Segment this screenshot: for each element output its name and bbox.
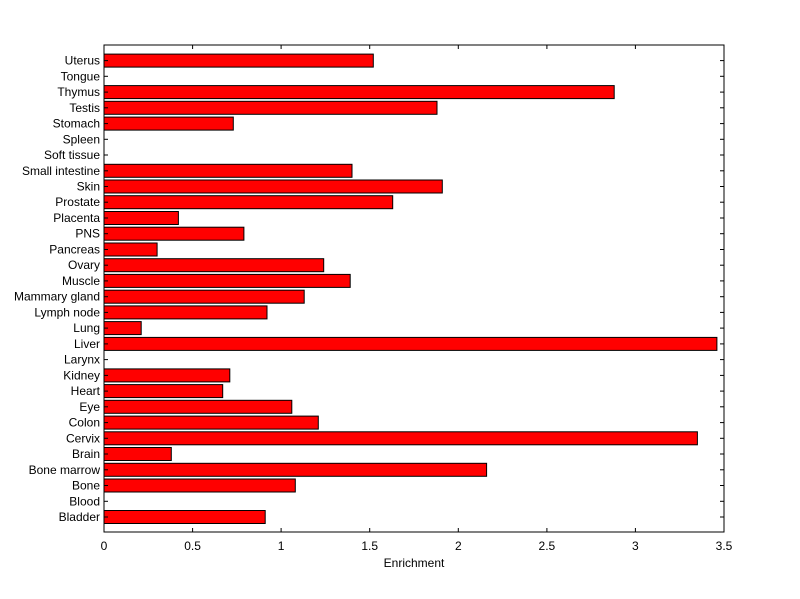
x-tick-label: 2.5 xyxy=(539,539,556,553)
y-tick-label: Eye xyxy=(79,400,100,414)
y-tick-label: Spleen xyxy=(63,132,100,146)
bar xyxy=(103,447,172,461)
y-tick-label: Bone marrow xyxy=(29,463,101,477)
y-tick-label: Mammary gland xyxy=(14,290,100,304)
bar xyxy=(103,478,296,493)
bar xyxy=(103,336,718,351)
bar xyxy=(103,258,325,273)
y-tick-label: Prostate xyxy=(55,195,100,209)
y-tick-label: Heart xyxy=(71,384,101,398)
x-axis-title: Enrichment xyxy=(384,556,445,570)
y-tick-label: Cervix xyxy=(66,431,100,445)
bar xyxy=(103,242,158,257)
y-tick-label: Lymph node xyxy=(34,305,100,319)
bar xyxy=(103,510,266,524)
y-tick-label: Brain xyxy=(72,447,100,461)
bar xyxy=(103,226,245,241)
bar xyxy=(103,305,268,320)
y-tick-label: Colon xyxy=(69,416,100,430)
bar xyxy=(103,431,698,446)
y-tick-label: Tongue xyxy=(61,69,101,83)
bar xyxy=(103,321,142,336)
y-tick-label: Muscle xyxy=(62,274,100,288)
x-tick-label: 3.5 xyxy=(716,539,733,553)
y-tick-label: Placenta xyxy=(53,211,100,225)
x-tick-label: 1 xyxy=(278,539,285,553)
y-tick-label: Bladder xyxy=(59,510,100,524)
y-tick-label: Lung xyxy=(73,321,100,335)
y-tick-label: PNS xyxy=(75,227,100,241)
bar xyxy=(103,368,231,383)
y-tick-label: Stomach xyxy=(53,117,100,131)
y-tick-label: Larynx xyxy=(64,353,100,367)
y-tick-label: Skin xyxy=(77,180,100,194)
bar xyxy=(103,415,319,430)
bar xyxy=(103,273,351,288)
y-tick-label: Bone xyxy=(72,479,100,493)
y-tick-label: Uterus xyxy=(65,54,100,68)
bar xyxy=(103,163,353,178)
y-tick-label: Pancreas xyxy=(49,243,100,257)
bar xyxy=(103,100,438,115)
y-tick-label: Testis xyxy=(69,101,100,115)
y-tick-label: Blood xyxy=(69,494,100,508)
bar xyxy=(103,211,179,225)
y-tick-label: Thymus xyxy=(57,85,100,99)
bar xyxy=(103,289,305,304)
bar xyxy=(103,53,374,68)
y-tick-label: Kidney xyxy=(63,368,100,382)
bar xyxy=(103,384,224,399)
x-tick-label: 0 xyxy=(101,539,108,553)
bar xyxy=(103,462,488,477)
bar xyxy=(103,179,443,194)
x-tick-label: 0.5 xyxy=(184,539,201,553)
x-tick-label: 3 xyxy=(632,539,639,553)
y-tick-label: Small intestine xyxy=(22,164,100,178)
bar xyxy=(103,85,615,100)
bar xyxy=(103,399,293,414)
y-tick-label: Soft tissue xyxy=(44,148,100,162)
bar xyxy=(103,195,394,210)
x-tick-label: 2 xyxy=(455,539,462,553)
plot-frame xyxy=(103,44,725,533)
x-ticks-group: 0 0.5 1 1.5 2 2.5 3 3.5 xyxy=(101,45,733,553)
y-tick-label: Ovary xyxy=(68,258,100,272)
y-tick-label: Liver xyxy=(74,337,100,351)
x-tick-label: 1.5 xyxy=(361,539,378,553)
bar xyxy=(103,116,234,131)
